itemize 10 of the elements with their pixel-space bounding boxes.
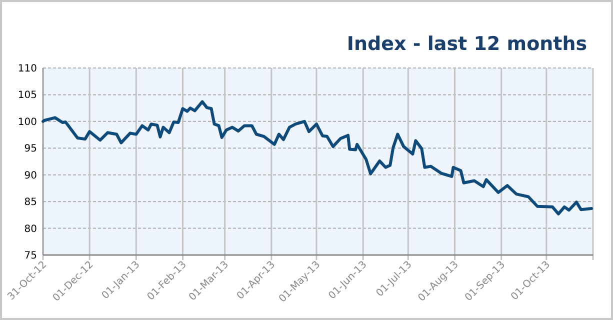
y-tick-label: 80 [24, 224, 37, 235]
y-tick-label: 110 [18, 64, 37, 74]
y-tick-label: 75 [24, 250, 37, 262]
line-series [42, 100, 593, 216]
y-tick-label: 85 [24, 197, 37, 208]
y-tick-label: 90 [24, 170, 37, 182]
y-tick-label: 100 [18, 116, 37, 128]
y-tick-label: 95 [24, 144, 37, 155]
chart-title: Index - last 12 months [346, 33, 588, 55]
y-tick-label: 105 [18, 90, 37, 102]
